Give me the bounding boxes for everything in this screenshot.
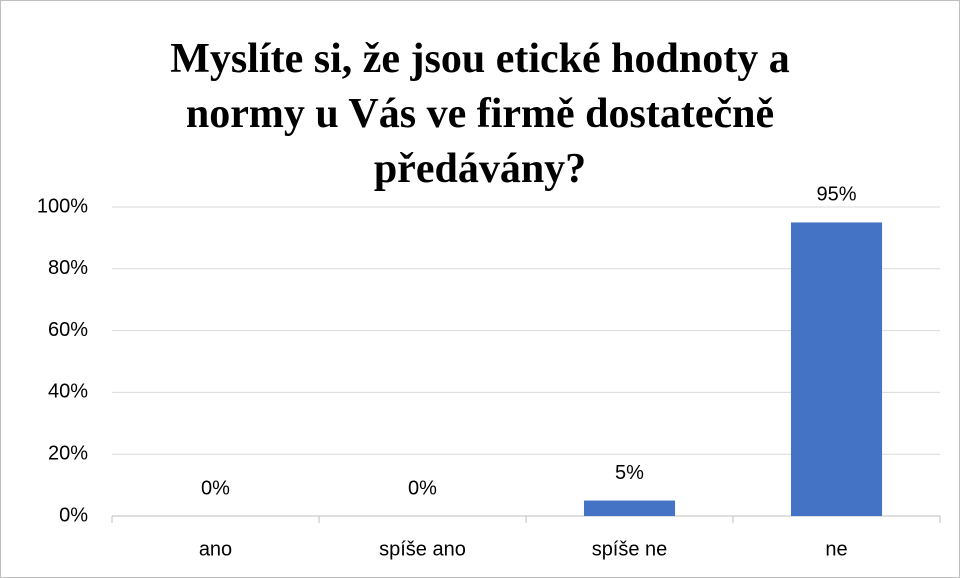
value-label: 95% [816, 184, 856, 206]
y-tick-label: 100% [37, 195, 88, 217]
y-tick-label: 0% [59, 504, 88, 526]
bar [790, 222, 883, 516]
y-tick-label: 60% [48, 319, 88, 341]
y-tick-label: 40% [48, 381, 88, 403]
chart-title: Myslíte si, že jsou etické hodnoty a nor… [170, 36, 790, 192]
value-label: 0% [408, 477, 437, 499]
value-label: 5% [615, 462, 644, 484]
x-tick-label: ano [199, 538, 232, 560]
x-tick-label: spíše ne [592, 538, 668, 560]
bar [583, 500, 676, 516]
value-label: 0% [201, 477, 230, 499]
x-tick-label: spíše ano [379, 538, 466, 560]
x-tick-label: ne [825, 538, 847, 560]
y-tick-label: 20% [48, 442, 88, 464]
y-tick-label: 80% [48, 257, 88, 279]
